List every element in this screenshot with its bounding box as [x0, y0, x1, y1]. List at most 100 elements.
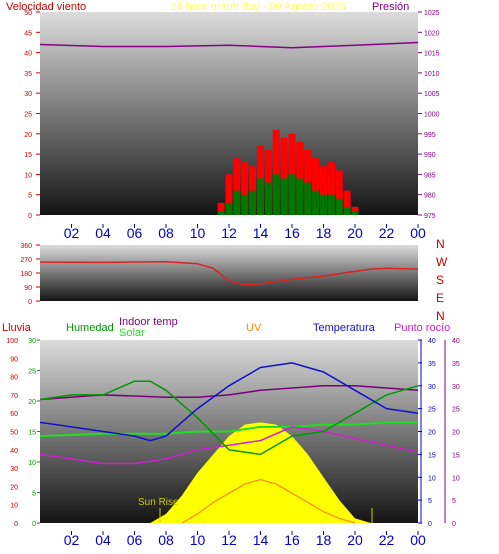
legend-dewpoint: Punto rocío: [394, 322, 450, 334]
hour-label: 00: [410, 532, 426, 548]
temp-tick-label: 5: [428, 498, 432, 505]
pressure-tick-label: 1010: [424, 71, 440, 78]
compass-label: N: [436, 237, 445, 251]
pressure-tick-label: 975: [424, 213, 436, 220]
wind-tick-label: 0: [28, 213, 32, 220]
dewpoint-tick-label: 15: [452, 452, 460, 459]
pressure-tick-label: 1005: [424, 91, 440, 98]
legend-uv: UV: [246, 322, 262, 334]
dewpoint-line: [39, 426, 419, 465]
wind-tick-label: 10: [24, 172, 32, 179]
avg-bar: [225, 202, 233, 215]
temp-tick-label: 25: [428, 407, 436, 414]
gust-bar: [335, 170, 343, 215]
graph-title: 24 hour graph day - 09 Agosto 2025: [170, 1, 346, 13]
pressure-tick-label: 990: [424, 152, 436, 159]
avg-bar: [249, 190, 257, 215]
wind-tick-label: 30: [24, 91, 32, 98]
compass-label: S: [436, 273, 444, 287]
wind-tick-label: 35: [24, 71, 32, 78]
direction-tick-label: 0: [28, 299, 32, 306]
legend-solar: Solar: [119, 327, 145, 339]
rain-tick-label: 60: [10, 411, 18, 418]
gust-bar: [312, 158, 320, 215]
avg-bar: [288, 174, 296, 215]
pressure-line: [39, 41, 419, 49]
wind-tick-label: 5: [28, 193, 32, 200]
wind-tick-label: 45: [24, 30, 32, 37]
humidity-tick-label: 5: [32, 491, 36, 498]
indoor-humidity-line: [39, 421, 418, 438]
compass-label: W: [436, 255, 448, 269]
avg-bar: [264, 182, 272, 215]
pressure-tick-label: 985: [424, 172, 436, 179]
temp-tick-label: 0: [428, 521, 432, 528]
humidity-tick-label: 20: [28, 399, 36, 406]
dewpoint-tick-label: 0: [452, 521, 456, 528]
avg-bar: [319, 194, 328, 215]
dewpoint-tick-label: 35: [452, 361, 460, 368]
temp-hour-labels: 02 04 06 08 10 12 14 16 18 20 22 00: [64, 531, 426, 548]
humidity-tick-label: 25: [28, 369, 36, 376]
rain-tick-label: 100: [6, 338, 18, 345]
avg-bar: [217, 210, 225, 215]
humidity-tick-label: 15: [28, 430, 36, 437]
pressure-tick-label: 1015: [424, 51, 440, 58]
avg-bar: [296, 178, 304, 215]
wind-hour-labels: 02 04 06 08 10 12 14 16 18 20 22 00: [64, 224, 426, 241]
direction-left-axis: 0 90 180 270 360: [20, 243, 40, 306]
hour-label: 06: [127, 225, 143, 241]
hour-label: 12: [221, 225, 237, 241]
sunrise-label: Sun Rise: [138, 497, 179, 508]
dewpoint-tick-label: 25: [452, 407, 460, 414]
wind-tick-label: 40: [24, 51, 32, 58]
temperature-axes: 0 10 20 30 40 50 60 70 80 90 100 0 5 10 15 20 25 30 0 0 5 5 10…: [6, 338, 460, 528]
dewpoint-tick-label: 30: [452, 384, 460, 391]
temp-tick-label: 10: [428, 475, 436, 482]
temp-tick-label: 40: [428, 338, 436, 345]
avg-bar: [256, 178, 265, 215]
temperature-line: [39, 362, 419, 442]
humidity-tick-label: 10: [28, 460, 36, 467]
dewpoint-tick-label: 20: [452, 430, 460, 437]
wind-tick-label: 20: [24, 132, 32, 139]
hour-label: 08: [158, 225, 174, 241]
legend-temperature: Temperatura: [313, 322, 376, 334]
gust-bar: [304, 150, 312, 215]
gust-bar: [296, 141, 304, 215]
hour-label: 06: [127, 532, 143, 548]
gust-bar: [343, 190, 351, 215]
wind-direction-panel: [40, 245, 418, 301]
rain-tick-label: 70: [10, 393, 18, 400]
pressure-tick-label: 1025: [424, 10, 440, 17]
hour-label: 16: [284, 532, 300, 548]
rain-tick-label: 50: [10, 430, 18, 437]
gust-bar: [280, 137, 288, 215]
hour-label: 22: [379, 225, 395, 241]
hour-label: 20: [347, 225, 363, 241]
indoor-temp-line: [39, 385, 419, 401]
uv-line: [181, 478, 356, 524]
hour-label: 02: [64, 225, 80, 241]
rain-tick-label: 80: [10, 375, 18, 382]
wind-tick-label: 50: [24, 10, 32, 17]
direction-tick-label: 180: [20, 271, 32, 278]
avg-bar: [327, 194, 335, 215]
wind-bars: [217, 129, 359, 215]
gust-bar: [272, 129, 280, 215]
pressure-right-axis: 975 980 985 990 995 1000 1005 1010 1015 1020 1025: [418, 10, 440, 220]
wind-direction-line: [39, 261, 419, 286]
humidity-line: [39, 380, 419, 456]
gust-bar: [319, 166, 328, 215]
direction-tick-label: 360: [20, 243, 32, 250]
hour-label: 22: [379, 532, 395, 548]
avg-bar: [312, 190, 320, 215]
pressure-tick-label: 1020: [424, 30, 440, 37]
gust-bar: [217, 202, 225, 215]
wind-left-axis: 0 5 10 15 20 25 30 35 40 45 50: [24, 10, 40, 220]
legend-rain: Lluvia: [2, 322, 32, 334]
hour-label: 00: [410, 225, 426, 241]
pressure-tick-label: 995: [424, 132, 436, 139]
compass-label: N: [436, 309, 445, 323]
